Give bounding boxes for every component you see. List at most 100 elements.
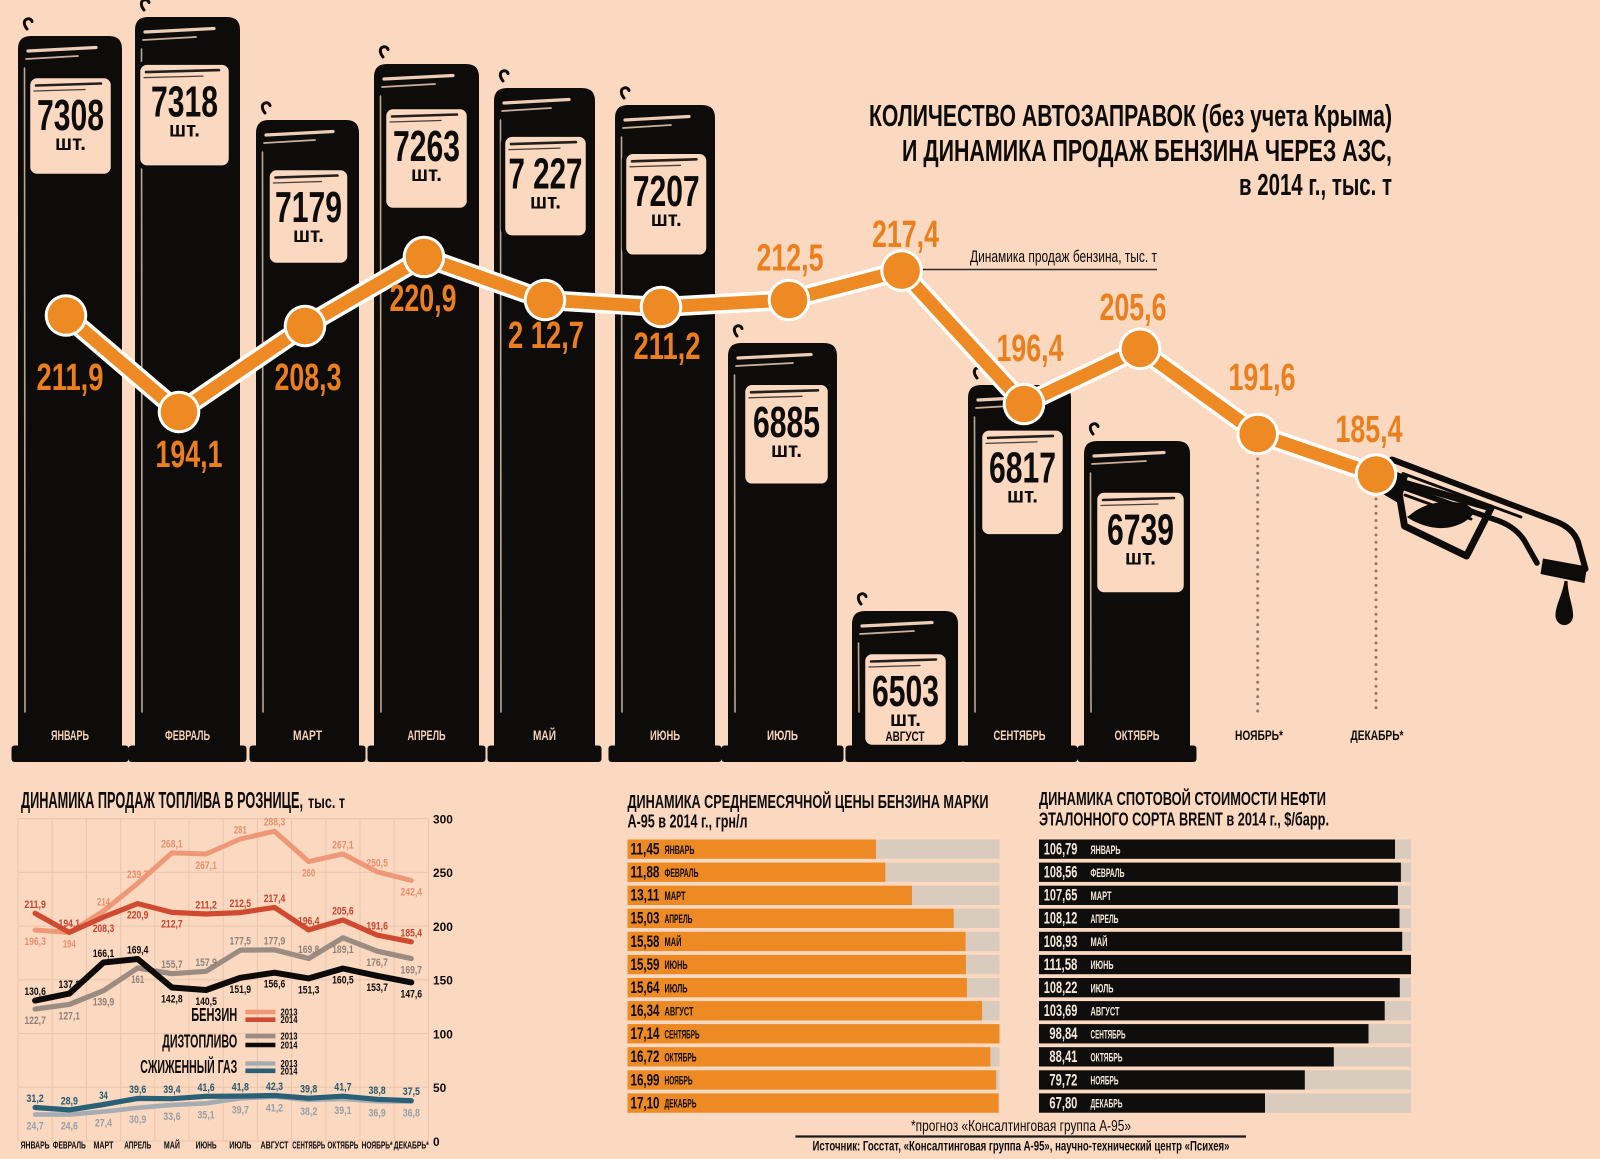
svg-text:ИЮНЬ: ИЮНЬ xyxy=(196,1141,217,1152)
svg-text:34: 34 xyxy=(99,1090,108,1102)
svg-text:СЕНТЯБРЬ: СЕНТЯБРЬ xyxy=(292,1141,325,1152)
svg-text:6503: 6503 xyxy=(872,667,939,716)
svg-text:41,8: 41,8 xyxy=(232,1082,249,1094)
svg-text:130,6: 130,6 xyxy=(24,986,46,998)
svg-text:13,11: 13,11 xyxy=(631,887,660,905)
svg-text:шт.: шт. xyxy=(169,119,200,142)
svg-text:АВГУСТ: АВГУСТ xyxy=(665,1006,694,1018)
svg-text:150: 150 xyxy=(433,976,453,988)
svg-text:15,58: 15,58 xyxy=(631,933,660,951)
svg-text:ДЕКАБРЬ*: ДЕКАБРЬ* xyxy=(1351,728,1405,743)
svg-text:41,6: 41,6 xyxy=(198,1082,215,1094)
svg-text:шт.: шт. xyxy=(771,439,802,462)
svg-text:127,1: 127,1 xyxy=(59,1010,81,1022)
svg-text:103,69: 103,69 xyxy=(1044,1002,1078,1020)
svg-text:2013: 2013 xyxy=(281,1058,298,1070)
svg-text:ИЮЛЬ: ИЮЛЬ xyxy=(229,1141,251,1152)
svg-text:АПРЕЛЬ: АПРЕЛЬ xyxy=(408,728,446,743)
svg-text:250: 250 xyxy=(433,868,453,880)
svg-text:МАРТ: МАРТ xyxy=(293,728,323,743)
svg-text:250,5: 250,5 xyxy=(366,857,388,869)
svg-text:шт.: шт. xyxy=(55,132,86,155)
svg-text:6817: 6817 xyxy=(989,443,1056,492)
svg-text:шт.: шт. xyxy=(651,208,682,231)
svg-text:38,8: 38,8 xyxy=(369,1085,386,1097)
svg-text:ФЕВРАЛЬ: ФЕВРАЛЬ xyxy=(1091,868,1125,880)
svg-text:36,9: 36,9 xyxy=(369,1107,386,1119)
svg-text:205,6: 205,6 xyxy=(1100,287,1167,329)
svg-text:33,6: 33,6 xyxy=(163,1111,180,1123)
svg-text:МАРТ: МАРТ xyxy=(1091,891,1112,903)
svg-text:2014: 2014 xyxy=(281,1066,298,1078)
svg-text:211,9: 211,9 xyxy=(24,899,46,911)
svg-text:6739: 6739 xyxy=(1107,506,1174,555)
svg-text:267,1: 267,1 xyxy=(195,860,217,872)
svg-text:АПРЕЛЬ: АПРЕЛЬ xyxy=(1091,914,1119,926)
svg-text:185,4: 185,4 xyxy=(1336,409,1403,451)
svg-text:ИЮНЬ: ИЮНЬ xyxy=(650,728,680,743)
svg-text:0: 0 xyxy=(433,1137,440,1149)
svg-text:196,4: 196,4 xyxy=(298,915,320,927)
svg-text:ДИНАМИКА СРЕДНЕМЕСЯЧНОЙ ЦЕНЫ Б: ДИНАМИКА СРЕДНЕМЕСЯЧНОЙ ЦЕНЫ БЕНЗИНА МАР… xyxy=(628,791,989,812)
svg-text:166,1: 166,1 xyxy=(93,948,115,960)
svg-text:ОКТЯБРЬ: ОКТЯБРЬ xyxy=(1115,728,1160,743)
svg-text:211,2: 211,2 xyxy=(195,900,217,912)
svg-text:ДЕКАБРЬ: ДЕКАБРЬ xyxy=(1091,1099,1123,1111)
svg-text:И ДИНАМИКА ПРОДАЖ БЕНЗИНА ЧЕРЕ: И ДИНАМИКА ПРОДАЖ БЕНЗИНА ЧЕРЕЗ АЗС, xyxy=(902,133,1392,168)
svg-text:100: 100 xyxy=(433,1029,453,1041)
svg-text:27,4: 27,4 xyxy=(95,1118,113,1130)
svg-text:АВГУСТ: АВГУСТ xyxy=(886,729,926,744)
svg-text:200: 200 xyxy=(433,922,453,934)
svg-text:267,1: 267,1 xyxy=(332,840,354,852)
svg-text:147,6: 147,6 xyxy=(401,988,423,1000)
svg-text:11,88: 11,88 xyxy=(631,864,660,882)
svg-text:6885: 6885 xyxy=(753,398,820,447)
svg-text:211,2: 211,2 xyxy=(634,326,701,368)
svg-text:ИЮНЬ: ИЮНЬ xyxy=(665,960,688,972)
svg-text:137,2: 137,2 xyxy=(59,979,81,991)
svg-text:ДИНАМИКА ПРОДАЖ ТОПЛИВА В РОЗН: ДИНАМИКА ПРОДАЖ ТОПЛИВА В РОЗНИЦЕ, xyxy=(21,787,303,813)
svg-text:39,1: 39,1 xyxy=(334,1105,351,1117)
svg-text:шт.: шт. xyxy=(530,191,561,214)
svg-text:142,8: 142,8 xyxy=(161,994,183,1006)
svg-text:281: 281 xyxy=(234,825,247,837)
svg-text:МАЙ: МАЙ xyxy=(1091,936,1108,949)
svg-text:160,5: 160,5 xyxy=(332,975,354,987)
svg-text:ИЮЛЬ: ИЮЛЬ xyxy=(665,983,688,995)
svg-text:2013: 2013 xyxy=(281,1007,298,1019)
svg-text:31,2: 31,2 xyxy=(27,1093,44,1105)
svg-text:39,7: 39,7 xyxy=(232,1104,249,1116)
svg-text:194,1: 194,1 xyxy=(59,918,81,930)
svg-text:А-95 в 2014 г., грн/л: А-95 в 2014 г., грн/л xyxy=(628,811,748,832)
svg-text:108,22: 108,22 xyxy=(1044,979,1078,997)
svg-text:МАЙ: МАЙ xyxy=(665,936,682,949)
svg-text:205,6: 205,6 xyxy=(332,906,354,918)
svg-text:24,6: 24,6 xyxy=(61,1121,78,1133)
svg-text:НОЯБРЬ: НОЯБРЬ xyxy=(1091,1076,1119,1088)
svg-text:ИЮНЬ: ИЮНЬ xyxy=(1091,960,1114,972)
svg-text:50: 50 xyxy=(433,1083,446,1095)
svg-text:220,9: 220,9 xyxy=(127,910,149,922)
svg-text:196,3: 196,3 xyxy=(24,936,46,948)
svg-text:177,5: 177,5 xyxy=(230,936,252,948)
svg-text:111,58: 111,58 xyxy=(1044,956,1078,974)
svg-text:7 227: 7 227 xyxy=(509,150,583,199)
svg-text:НОЯБРЬ*: НОЯБРЬ* xyxy=(1235,728,1284,743)
svg-text:39,6: 39,6 xyxy=(129,1084,146,1096)
svg-text:ДЕКАБРЬ: ДЕКАБРЬ xyxy=(665,1099,697,1111)
svg-text:260: 260 xyxy=(302,868,315,880)
svg-text:16,34: 16,34 xyxy=(631,1002,661,1020)
svg-text:НОЯБРЬ*: НОЯБРЬ* xyxy=(362,1141,393,1152)
svg-text:155,7: 155,7 xyxy=(161,959,183,971)
svg-text:тыс. т: тыс. т xyxy=(308,792,345,812)
svg-text:7263: 7263 xyxy=(393,122,460,171)
svg-text:КОЛИЧЕСТВО АВТОЗАПРАВОК (без у: КОЛИЧЕСТВО АВТОЗАПРАВОК (без учета Крыма… xyxy=(869,98,1392,133)
svg-text:36,8: 36,8 xyxy=(403,1108,420,1120)
svg-text:98,84: 98,84 xyxy=(1049,1025,1078,1043)
svg-text:СЕНТЯБРЬ: СЕНТЯБРЬ xyxy=(1091,1029,1126,1041)
svg-text:151,9: 151,9 xyxy=(230,984,252,996)
svg-text:242,4: 242,4 xyxy=(401,887,423,899)
svg-text:214: 214 xyxy=(97,897,111,909)
svg-text:ОКТЯБРЬ: ОКТЯБРЬ xyxy=(327,1141,358,1152)
svg-text:ОКТЯБРЬ: ОКТЯБРЬ xyxy=(1091,1053,1123,1065)
